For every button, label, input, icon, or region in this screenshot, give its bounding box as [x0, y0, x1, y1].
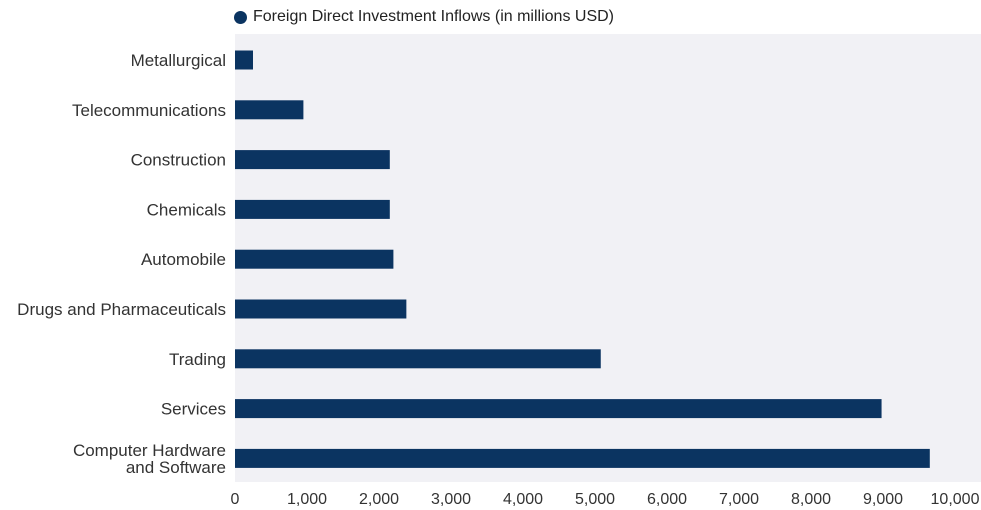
category-label: Chemicals	[147, 200, 226, 219]
x-tick-label: 3,000	[431, 491, 471, 508]
category-labels: Metallurgical Telecommunications Construct…	[17, 51, 226, 477]
category-label: Construction	[131, 151, 226, 170]
x-tick-label: 0	[231, 491, 240, 508]
bar	[235, 150, 390, 170]
bar	[235, 299, 407, 319]
category-label: Metallurgical	[131, 51, 226, 70]
bar	[235, 249, 394, 269]
category-label: Telecommunications	[72, 101, 226, 120]
bar	[235, 399, 882, 419]
bar	[235, 448, 930, 468]
bars-group	[235, 50, 930, 468]
x-tick-label: 1,000	[287, 491, 327, 508]
x-tick-label: 4,000	[503, 491, 543, 508]
bar	[235, 50, 253, 70]
x-tick-label: 10,000	[931, 491, 980, 508]
x-tick-label: 5,000	[575, 491, 615, 508]
x-tick-label: 6,000	[647, 491, 687, 508]
bar	[235, 349, 601, 369]
category-label: Automobile	[141, 250, 226, 269]
category-label: Drugs and Pharmaceuticals	[17, 300, 226, 319]
x-axis-tick-labels: 0 1,000 2,000 3,000 4,000 5,000 6,000 7,000 8,00…	[231, 491, 980, 508]
bar	[235, 199, 390, 219]
category-label: Services	[161, 400, 226, 419]
x-tick-label: 2,000	[359, 491, 399, 508]
x-tick-label: 7,000	[719, 491, 759, 508]
chart-legend: Foreign Direct Investment Inflows (in mi…	[234, 8, 614, 26]
category-label: Trading	[169, 350, 226, 369]
x-tick-label: 9,000	[863, 491, 903, 508]
legend-label: Foreign Direct Investment Inflows (in mi…	[253, 8, 614, 25]
category-label: Computer Hardware and Software	[73, 441, 226, 477]
bar	[235, 100, 304, 120]
legend-marker	[234, 10, 247, 24]
x-tick-label: 8,000	[791, 491, 831, 508]
